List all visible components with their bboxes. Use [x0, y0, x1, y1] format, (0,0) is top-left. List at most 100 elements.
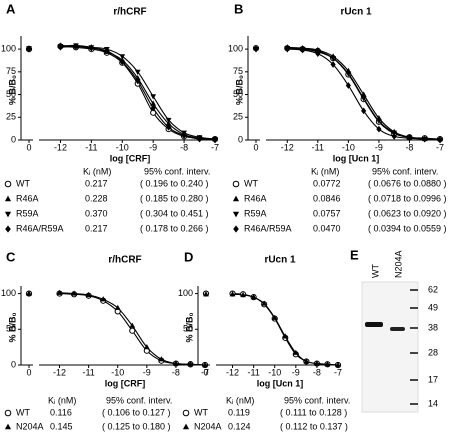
mw-label: 14 [428, 398, 438, 408]
marker [376, 125, 382, 133]
mw-label: 28 [428, 347, 438, 357]
y-tick-label: 50 [183, 324, 193, 334]
x-tick-label: -12 [54, 142, 67, 152]
ki-value: 0.0757 [313, 208, 341, 218]
panel-label: B [234, 1, 243, 16]
marker [88, 44, 94, 52]
x-tick-label: -11 [82, 367, 94, 377]
fit-line [232, 293, 339, 366]
y-axis-title: % B/B₀ [7, 312, 17, 342]
y-tick-label: 75 [233, 66, 243, 76]
marker [229, 291, 236, 297]
ci-value: ( 0.0394 to 0.0559 ) [368, 223, 447, 233]
fit-line [60, 44, 216, 140]
marker [437, 136, 443, 144]
x-tick-label: -9 [292, 367, 300, 377]
y-tick-label: 0 [238, 134, 243, 144]
y-axis-title: % B/B₀ [234, 75, 244, 105]
marker [335, 361, 341, 368]
x-tick-label: 0 [253, 142, 258, 152]
x-axis-title: log [CRF] [105, 378, 146, 388]
marker [187, 361, 194, 367]
marker [422, 135, 428, 143]
ci-value: ( 0.125 to 0.180 ) [102, 421, 171, 431]
y-tick-label: 100 [1, 43, 16, 53]
marker [284, 45, 290, 53]
marker [71, 290, 77, 296]
marker [150, 104, 156, 112]
x-tick-label: -8 [180, 142, 188, 152]
fit-line [232, 293, 339, 366]
y-axis-title: % B/B₀ [184, 312, 194, 342]
table-header: Kᵢ (nM) [311, 166, 339, 176]
legend-label: WT [16, 178, 30, 188]
marker [119, 54, 126, 60]
fit-line [60, 45, 216, 141]
x-tick-label: -7 [211, 142, 219, 152]
marker [181, 132, 187, 139]
chart-title: r/hCRF [113, 7, 146, 18]
x-tick-label: -9 [143, 367, 151, 377]
legend-marker [233, 225, 239, 233]
ci-value: ( 0.196 to 0.240 ) [140, 178, 209, 188]
legend-label: R59A [16, 208, 39, 218]
y-tick-label: 25 [233, 112, 243, 122]
x-tick-label: -11 [85, 142, 97, 152]
legend-label: WT [194, 407, 208, 417]
marker [282, 333, 289, 339]
marker [26, 45, 32, 53]
band [390, 327, 405, 331]
panel-label: E [350, 247, 359, 262]
y-tick-label: 50 [233, 89, 243, 99]
y-tick-label: 75 [6, 66, 16, 76]
marker [271, 314, 278, 320]
ki-value: 0.0772 [313, 178, 341, 188]
ci-value: ( 0.0718 to 0.0996 ) [368, 193, 447, 203]
ki-value: 0.145 [50, 421, 73, 431]
x-tick-label: -7 [201, 367, 209, 377]
table-header: 95% conf. interv. [372, 166, 438, 176]
chart-title: r/hCRF [108, 255, 141, 266]
marker [129, 327, 136, 334]
table-header: Kᵢ (nM) [83, 166, 111, 176]
marker [253, 45, 259, 53]
x-tick-label: -8 [172, 367, 180, 377]
legend-label: N204A [16, 421, 44, 431]
x-tick-label: -12 [226, 367, 239, 377]
table-header: 95% conf. interv. [284, 395, 350, 405]
marker [391, 132, 397, 140]
legend-marker [232, 211, 240, 218]
table-header: 95% conf. interv. [144, 166, 210, 176]
marker [85, 291, 92, 298]
y-tick-label: 50 [6, 89, 16, 99]
x-tick-label: -10 [342, 142, 355, 152]
y-tick-label: 100 [178, 288, 193, 298]
y-tick-label: 0 [188, 359, 193, 369]
marker [292, 349, 299, 355]
legend-marker [4, 409, 12, 417]
marker [360, 96, 367, 102]
ladder [410, 289, 418, 405]
x-tick-label: -8 [405, 142, 413, 152]
marker [324, 361, 331, 367]
y-axis-title: % B/B₀ [7, 75, 17, 105]
y-tick-label: 100 [228, 43, 243, 53]
x-tick-label: -11 [247, 367, 259, 377]
marker [119, 58, 125, 66]
y-tick-label: 25 [6, 112, 16, 122]
marker [196, 135, 203, 143]
marker [166, 123, 172, 131]
marker [150, 100, 157, 106]
panel-label: D [184, 249, 193, 264]
blot-panel: E WT N204A 62 49 38 28 17 14 [350, 247, 438, 413]
ci-value: ( 0.304 to 0.451 ) [140, 208, 209, 218]
legend-marker [4, 195, 12, 202]
x-tick-label: -9 [375, 142, 383, 152]
ki-value: 0.116 [50, 407, 72, 417]
marker [376, 118, 382, 125]
x-tick-label: -11 [312, 142, 324, 152]
x-tick-label: -7 [436, 142, 444, 152]
ki-value: 0.228 [85, 193, 108, 203]
lane-label: N204A [393, 250, 403, 278]
